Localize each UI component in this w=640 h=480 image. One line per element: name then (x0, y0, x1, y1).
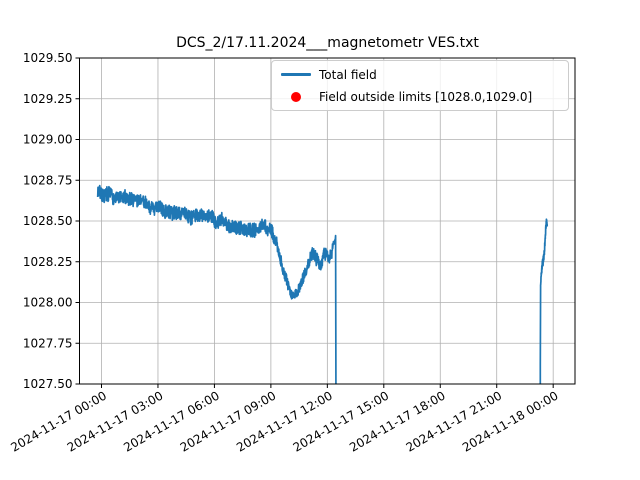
x-tick-label: 2024-11-17 09:00 (178, 388, 279, 454)
red-dot-icon (291, 91, 301, 102)
total-field-line (96, 184, 337, 384)
x-tick-label: 2024-11-17 06:00 (121, 388, 222, 454)
y-tick-label: 1027.50 (23, 377, 73, 391)
y-tick-label: 1029.50 (23, 51, 73, 65)
x-tick-label: 2024-11-18 00:00 (460, 388, 561, 454)
legend: Total field Field outside limits [1028.0… (271, 60, 569, 111)
y-tick-label: 1028.50 (23, 214, 73, 228)
y-tick-label: 1029.25 (23, 92, 73, 106)
x-tick-label: 2024-11-17 15:00 (291, 388, 392, 454)
x-tick-label: 2024-11-17 03:00 (65, 388, 166, 454)
total-field-line (539, 218, 549, 384)
line-swatch-icon (281, 73, 311, 76)
y-tick-label: 1028.25 (23, 255, 73, 269)
legend-entry-outside-limits: Field outside limits [1028.0,1029.0] (280, 86, 560, 107)
x-tick-label: 2024-11-17 12:00 (234, 388, 335, 454)
x-tick-label: 2024-11-17 00:00 (8, 388, 109, 454)
legend-label-outside-limits: Field outside limits [1028.0,1029.0] (319, 89, 533, 104)
x-tick-label: 2024-11-17 18:00 (347, 388, 448, 454)
legend-entry-total-field: Total field (280, 64, 560, 85)
legend-swatch-slot (280, 73, 312, 76)
y-tick-label: 1028.75 (23, 173, 73, 187)
chart-title: DCS_2/17.11.2024___magnetometr VES.txt (176, 35, 479, 51)
legend-label-total-field: Total field (319, 67, 377, 82)
y-tick-label: 1028.00 (23, 296, 73, 310)
x-tick-label: 2024-11-17 21:00 (404, 388, 505, 454)
y-tick-label: 1029.00 (23, 133, 73, 147)
y-tick-label: 1027.75 (23, 336, 73, 350)
legend-swatch-slot (280, 91, 312, 102)
